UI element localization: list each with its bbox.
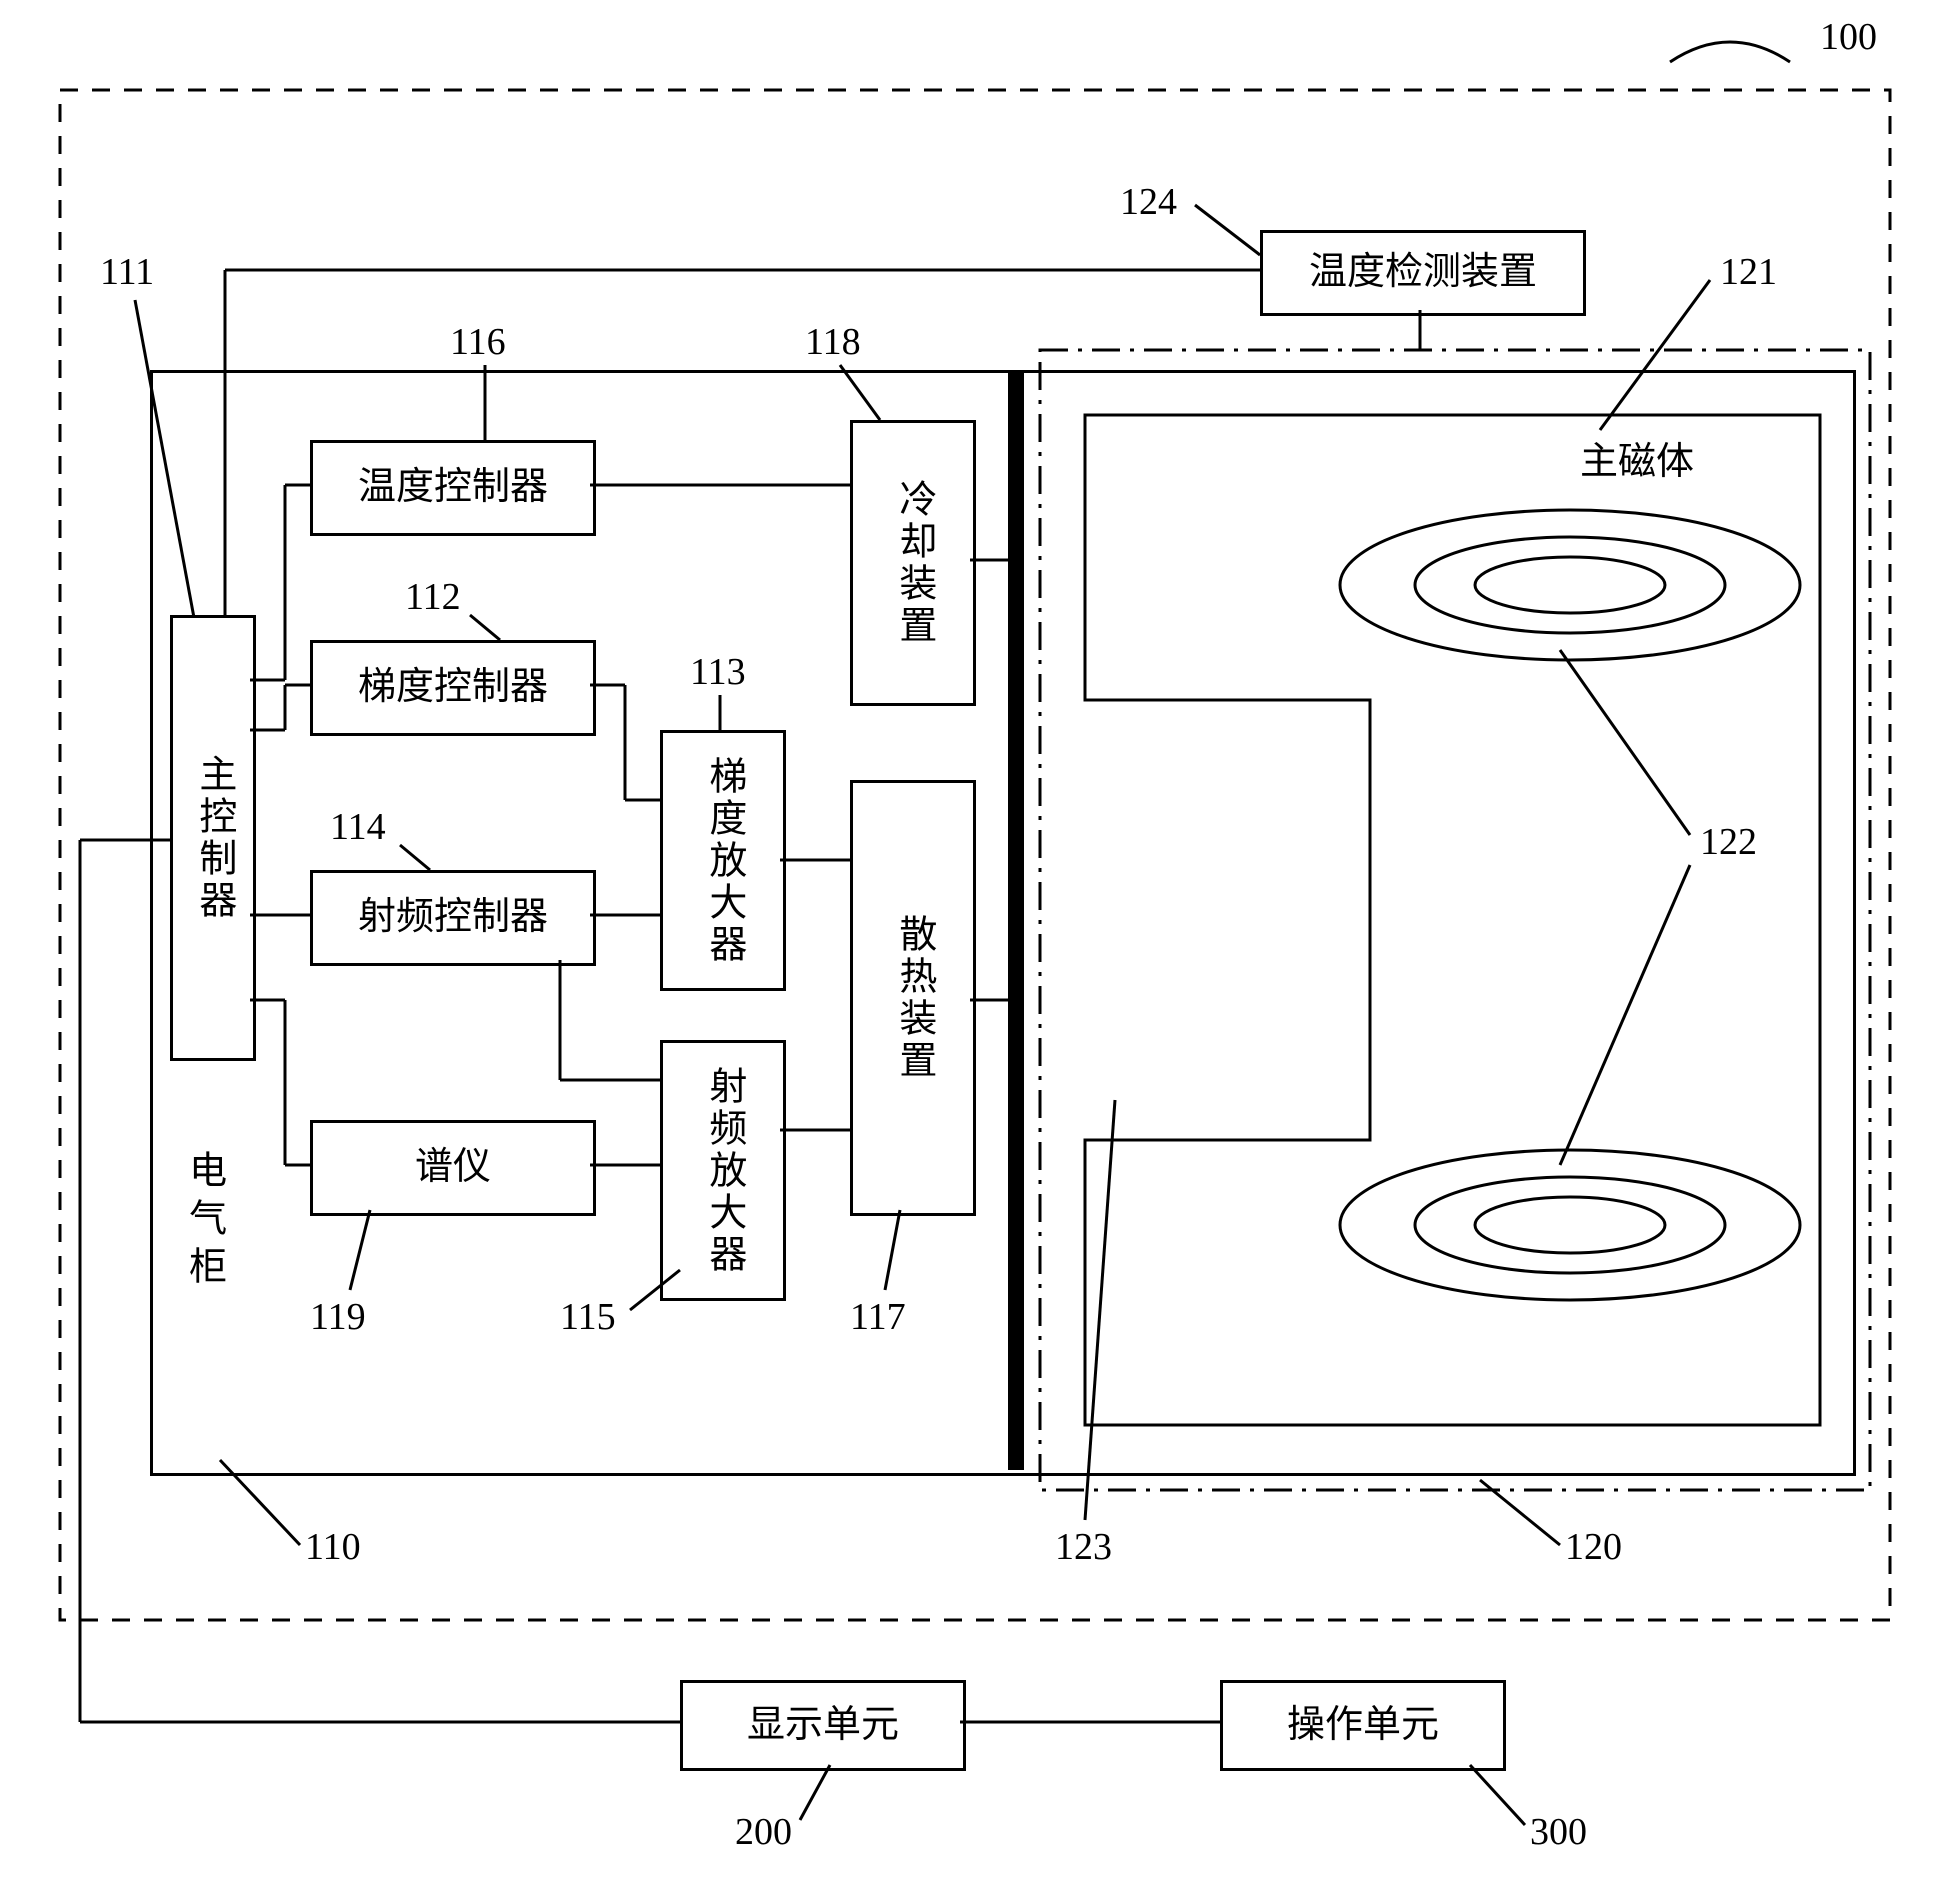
leader-200 — [800, 1765, 830, 1820]
ref-111: 111 — [100, 250, 154, 294]
temp-detect-label: 温度检测装置 — [1309, 249, 1537, 297]
rf-amp-box: 射频放大器 — [660, 1040, 786, 1301]
master-controller-box: 主控制器 — [170, 615, 256, 1061]
master-controller-label: 主控制器 — [191, 754, 235, 922]
ref-200: 200 — [735, 1810, 792, 1854]
ref-120: 120 — [1565, 1525, 1622, 1569]
ref-124: 124 — [1120, 180, 1177, 224]
ref-113: 113 — [690, 650, 746, 694]
spectrometer-label: 谱仪 — [415, 1144, 491, 1192]
rf-ctrl-box: 射频控制器 — [310, 870, 596, 966]
heatsink-label: 散热装置 — [891, 914, 935, 1082]
ref-116: 116 — [450, 320, 506, 364]
heatsink-box: 散热装置 — [850, 780, 976, 1216]
ref-121: 121 — [1720, 250, 1777, 294]
ref-115: 115 — [560, 1295, 616, 1339]
ref-123: 123 — [1055, 1525, 1112, 1569]
grad-amp-box: 梯度放大器 — [660, 730, 786, 991]
cooler-box: 冷却装置 — [850, 420, 976, 706]
cabinet-label: 电气柜 — [180, 1150, 226, 1294]
operate-unit-label: 操作单元 — [1287, 1702, 1439, 1750]
display-unit-label: 显示单元 — [747, 1702, 899, 1750]
brace-100 — [1670, 42, 1790, 62]
main-magnet-label: 主磁体 — [1580, 440, 1694, 486]
ref-122: 122 — [1700, 820, 1757, 864]
ref-110: 110 — [305, 1525, 361, 1569]
ref-118: 118 — [805, 320, 861, 364]
display-unit-box: 显示单元 — [680, 1680, 966, 1771]
temp-ctrl-box: 温度控制器 — [310, 440, 596, 536]
ref-119: 119 — [310, 1295, 366, 1339]
leader-120 — [1480, 1480, 1560, 1545]
grad-ctrl-label: 梯度控制器 — [358, 664, 548, 712]
ref-112: 112 — [405, 575, 461, 619]
ref-114: 114 — [330, 805, 386, 849]
ref-300: 300 — [1530, 1810, 1587, 1854]
leader-300 — [1470, 1765, 1525, 1825]
ref-117: 117 — [850, 1295, 906, 1339]
rf-ctrl-label: 射频控制器 — [358, 894, 548, 942]
spectrometer-box: 谱仪 — [310, 1120, 596, 1216]
ref-100: 100 — [1820, 15, 1877, 59]
grad-amp-label: 梯度放大器 — [701, 756, 745, 966]
temp-ctrl-label: 温度控制器 — [358, 464, 548, 512]
temp-detect-box: 温度检测装置 — [1260, 230, 1586, 316]
cooler-label: 冷却装置 — [891, 479, 935, 647]
grad-ctrl-box: 梯度控制器 — [310, 640, 596, 736]
leader-124 — [1195, 205, 1260, 255]
rf-amp-label: 射频放大器 — [701, 1066, 745, 1276]
operate-unit-box: 操作单元 — [1220, 1680, 1506, 1771]
